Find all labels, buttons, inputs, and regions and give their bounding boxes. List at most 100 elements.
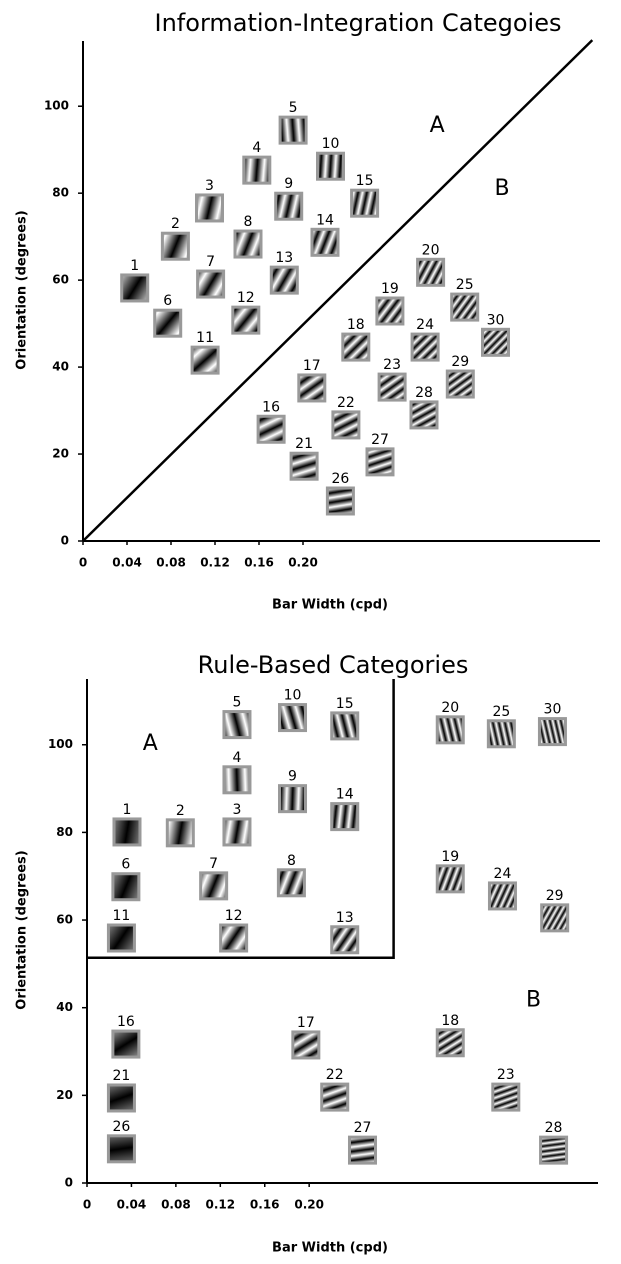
point-label: 27 [371,432,389,448]
point-label: 28 [545,1120,563,1136]
stimulus-patch [537,717,567,747]
point-label: 8 [287,853,296,869]
point-label: 24 [416,317,434,333]
stimulus-patch [165,818,195,848]
point-label: 21 [113,1068,131,1084]
stimulus-patch [289,451,319,481]
region-label: B [495,176,510,201]
region-label: A [143,731,158,756]
x-tick-label: 0.16 [244,556,274,570]
stimulus-patch [256,414,286,444]
point-label: 11 [196,330,214,346]
point-label: 2 [176,803,185,819]
y-tick-label: 0 [65,1176,73,1190]
y-tick-label: 100 [44,99,69,113]
point-label: 5 [289,100,298,116]
point-label: 19 [381,281,399,297]
y-tick-label: 60 [52,273,69,287]
point-label: 9 [288,769,297,785]
stimulus-patch [291,1030,321,1060]
stimulus-patch [410,332,440,362]
stimulus-patch [330,802,360,832]
region-label: B [526,988,541,1013]
point-label: 6 [121,857,130,873]
point-label: 22 [326,1067,344,1083]
point-label: 21 [295,436,313,452]
point-label: 26 [113,1119,131,1135]
x-axis-label: Bar Width (cpd) [272,598,388,613]
point-label: 18 [347,317,365,333]
x-tick-label: 0.04 [112,556,142,570]
stimulus-patch [106,1083,136,1113]
x-tick-label: 0.12 [200,556,230,570]
stimulus-patch [111,1029,141,1059]
stimulus-patch [112,817,142,847]
stimulus-patch [111,872,141,902]
point-label: 27 [354,1120,372,1136]
stimulus-patch [196,269,226,299]
point-label: 5 [233,695,242,711]
point-label: 30 [487,312,505,328]
stimulus-patch [106,1134,136,1164]
x-tick-label: 0.20 [294,1198,324,1212]
stimulus-patch [325,486,355,516]
stimulus-patch [481,327,510,357]
stimulus-patch [222,710,252,740]
stimulus-patch [274,191,304,221]
x-tick-label: 0 [83,1198,91,1212]
stimulus-patch [231,305,261,335]
point-label: 14 [336,787,354,803]
stimulus-patch [269,265,299,295]
stimulus-patch [222,817,252,847]
stimulus-patch [316,151,345,181]
point-label: 17 [303,358,321,374]
point-label: 29 [451,354,469,370]
stimulus-patch [330,925,360,955]
point-label: 23 [383,357,401,373]
stimulus-patch [219,923,249,953]
point-label: 16 [117,1014,135,1030]
stimulus-patch [242,155,272,185]
stimulus-patch [120,273,150,303]
x-tick-label: 0 [79,556,87,570]
stimulus-patch [160,231,190,261]
point-label: 25 [492,704,510,720]
point-label: 13 [336,910,354,926]
point-label: 29 [546,888,564,904]
point-label: 11 [113,908,131,924]
x-tick-label: 0.04 [117,1198,147,1212]
point-label: 17 [297,1015,315,1031]
point-label: 4 [252,140,261,156]
point-label: 15 [356,173,374,189]
point-label: 14 [316,212,334,228]
stimulus-patch [310,227,340,257]
stimulus-patch [539,1135,569,1165]
point-label: 26 [331,471,349,487]
point-label: 4 [233,750,242,766]
stimulus-patch [540,903,570,933]
stimulus-patch [491,1082,521,1112]
stimulus-patch [486,719,516,749]
point-label: 20 [441,700,459,716]
stimulus-patch [341,332,371,362]
x-tick-label: 0.08 [156,556,186,570]
stimulus-patch [377,372,407,402]
point-label: 22 [337,395,355,411]
stimulus-patch [276,868,306,898]
y-tick-label: 80 [56,825,73,839]
point-label: 1 [130,258,139,274]
point-label: 20 [422,242,440,258]
x-axis-label: Bar Width (cpd) [272,1241,388,1256]
point-label: 7 [209,856,218,872]
chart-title: Information-Integration Categoies [155,9,562,37]
category-boundary [87,679,395,959]
stimulus-patch [330,711,360,741]
y-axis-label: Orientation (degrees) [15,210,30,369]
y-tick-label: 40 [56,1000,73,1014]
x-tick-label: 0.20 [288,556,318,570]
point-label: 7 [206,254,215,270]
y-tick-label: 80 [52,186,69,200]
stimulus-patch [435,715,465,745]
point-label: 9 [284,176,293,192]
stimulus-patch [375,296,405,326]
